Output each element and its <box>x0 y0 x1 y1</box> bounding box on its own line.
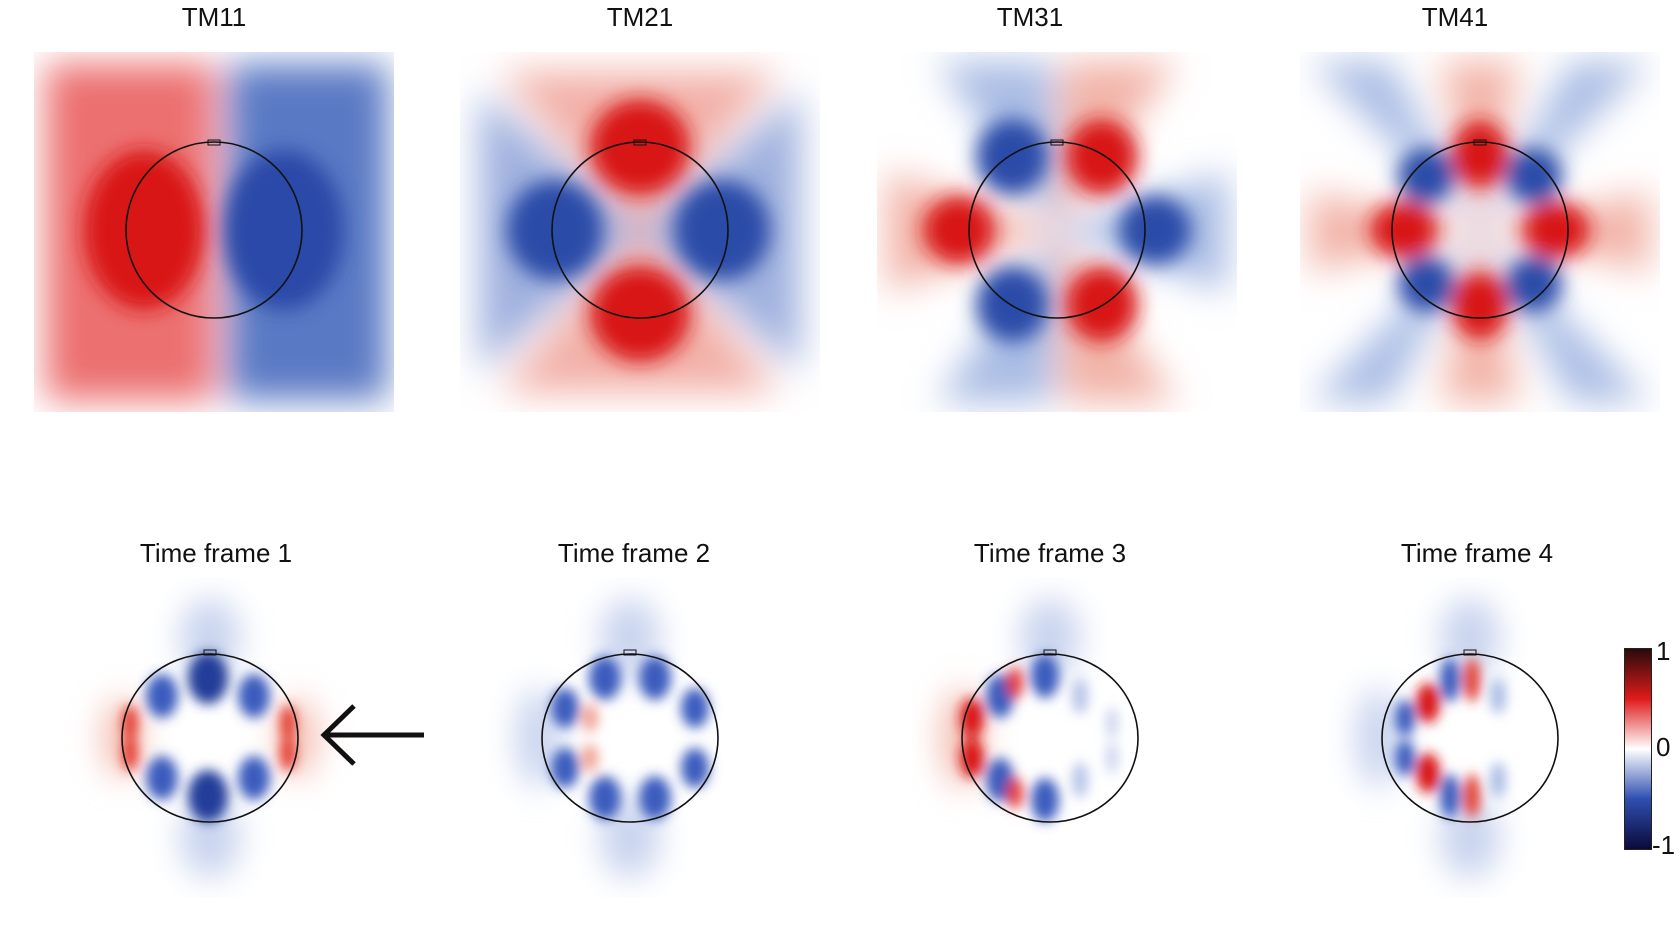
colorbar-max-label: 1 <box>1656 636 1671 666</box>
time-frame-field-2 <box>516 598 719 878</box>
colorbar-mid-label: 0 <box>1656 732 1671 762</box>
mode-field-tm11 <box>46 64 388 400</box>
panel-title-time-frame-4: Time frame 4 <box>1400 538 1554 568</box>
time-frame-field-4 <box>1356 598 1559 878</box>
mode-field-tm31 <box>887 62 1227 402</box>
panel-title-time-frame-2: Time frame 2 <box>557 538 711 568</box>
panel-title-time-frame-3: Time frame 3 <box>973 538 1127 568</box>
time-frame-field-1 <box>102 598 318 878</box>
waveguide-outline <box>125 141 303 319</box>
panel-title-tm31: TM31 <box>996 2 1064 32</box>
panel-title-tm11: TM11 <box>181 2 247 32</box>
mode-field-tm21 <box>480 72 800 392</box>
panel-title-tm41: TM41 <box>1421 2 1489 32</box>
panel-title-time-frame-1: Time frame 1 <box>139 538 293 568</box>
colorbar-min-label: -1 <box>1652 830 1676 860</box>
colorbar <box>1624 648 1652 850</box>
time-frame-field-3 <box>940 598 1139 823</box>
mode-field-tm41 <box>1310 62 1650 402</box>
left-arrow-icon <box>320 704 424 766</box>
panel-title-tm21: TM21 <box>606 2 674 32</box>
